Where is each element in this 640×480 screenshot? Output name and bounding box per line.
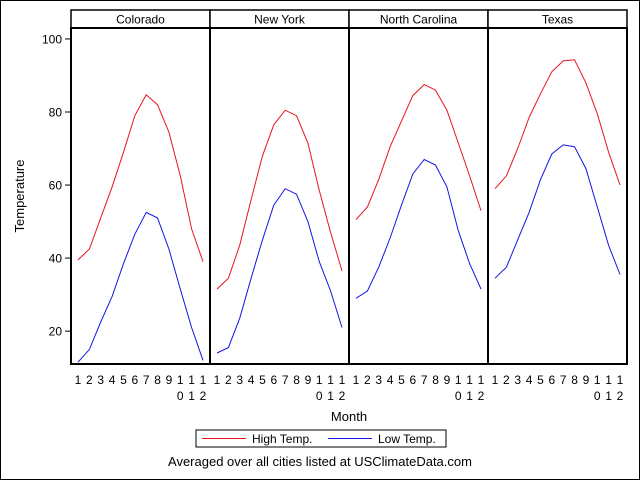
x-tick-label: 3 <box>236 373 243 387</box>
legend: High Temp. Low Temp. <box>195 429 447 448</box>
x-tick-label: 1 <box>188 389 195 403</box>
chart-footnote: Averaged over all cities listed at USCli… <box>168 454 472 469</box>
y-tick-label: 100 <box>42 32 62 46</box>
x-tick-label: 3 <box>514 373 521 387</box>
x-tick-label: 2 <box>339 389 346 403</box>
x-tick-label: 8 <box>293 373 300 387</box>
legend-high-label: High Temp. <box>252 432 312 446</box>
x-tick-label: 1 <box>605 389 612 403</box>
x-tick-label: 5 <box>259 373 266 387</box>
x-tick-label: 7 <box>143 373 150 387</box>
x-tick-label: 3 <box>97 373 104 387</box>
x-tick-label: 1 <box>339 373 346 387</box>
x-tick-label: 1 <box>353 373 360 387</box>
x-tick-label: 1 <box>455 373 462 387</box>
x-tick-label: 4 <box>387 373 394 387</box>
panel-title: Texas <box>542 13 573 27</box>
high-temp-series-line <box>216 109 343 290</box>
x-tick-label: 1 <box>617 373 624 387</box>
x-tick-label: 1 <box>177 373 184 387</box>
x-tick-label: 1 <box>478 373 485 387</box>
x-tick-label: 0 <box>177 389 184 403</box>
x-tick-label: 1 <box>316 373 323 387</box>
x-tick-label: 6 <box>270 373 277 387</box>
x-tick-label: 1 <box>466 373 473 387</box>
low-temp-series-line <box>216 188 343 354</box>
y-axis-label: Temperature <box>12 160 27 233</box>
x-tick-label: 1 <box>200 373 207 387</box>
x-tick-label: 2 <box>617 389 624 403</box>
x-tick-label: 1 <box>327 373 334 387</box>
x-tick-label: 2 <box>200 389 207 403</box>
x-tick-label: 0 <box>594 389 601 403</box>
high-temp-series-line <box>77 94 204 262</box>
low-temp-series-line <box>494 144 621 279</box>
x-tick-label: 1 <box>466 389 473 403</box>
x-tick-label: 4 <box>109 373 116 387</box>
x-tick-label: 1 <box>214 373 221 387</box>
legend-low-label: Low Temp. <box>378 432 436 446</box>
y-tick-label: 20 <box>49 325 63 339</box>
panel-title: North Carolina <box>380 13 458 27</box>
x-tick-label: 1 <box>188 373 195 387</box>
x-tick-label: 8 <box>154 373 161 387</box>
x-tick-label: 5 <box>120 373 127 387</box>
x-tick-label: 1 <box>605 373 612 387</box>
x-tick-label: 1 <box>492 373 499 387</box>
low-temp-series-line <box>355 158 482 299</box>
x-tick-label: 6 <box>548 373 555 387</box>
high-temp-series-line <box>494 59 621 190</box>
x-tick-label: 1 <box>594 373 601 387</box>
high-temp-series-line <box>355 83 482 221</box>
x-tick-label: 7 <box>282 373 289 387</box>
x-tick-label: 7 <box>560 373 567 387</box>
x-tick-label: 9 <box>305 373 312 387</box>
y-tick-label: 40 <box>49 252 63 266</box>
low-temp-series-line <box>77 211 204 363</box>
x-tick-label: 2 <box>478 389 485 403</box>
y-tick-label: 80 <box>49 106 63 120</box>
x-tick-label: 8 <box>432 373 439 387</box>
legend-box <box>195 429 447 448</box>
x-tick-label: 9 <box>166 373 173 387</box>
x-tick-label: 2 <box>503 373 510 387</box>
x-tick-label: 2 <box>364 373 371 387</box>
x-tick-label: 5 <box>537 373 544 387</box>
panel-frame <box>487 27 628 365</box>
x-tick-label: 5 <box>398 373 405 387</box>
y-tick-label: 60 <box>49 179 63 193</box>
x-tick-label: 9 <box>444 373 451 387</box>
x-tick-label: 6 <box>409 373 416 387</box>
x-tick-label: 4 <box>526 373 533 387</box>
x-tick-label: 0 <box>455 389 462 403</box>
x-tick-label: 9 <box>583 373 590 387</box>
panel-title: New York <box>254 13 306 27</box>
x-tick-label: 1 <box>327 389 334 403</box>
x-tick-label: 2 <box>86 373 93 387</box>
x-tick-label: 7 <box>421 373 428 387</box>
x-tick-label: 8 <box>571 373 578 387</box>
x-tick-label: 1 <box>75 373 82 387</box>
x-axis-label: Month <box>331 409 367 424</box>
x-tick-label: 4 <box>248 373 255 387</box>
y-axis: 20 40 60 80 100 <box>42 32 71 339</box>
x-tick-label: 2 <box>225 373 232 387</box>
x-tick-label: 3 <box>375 373 382 387</box>
x-tick-label: 0 <box>316 389 323 403</box>
x-tick-label: 6 <box>131 373 138 387</box>
panel-title: Colorado <box>116 13 165 27</box>
